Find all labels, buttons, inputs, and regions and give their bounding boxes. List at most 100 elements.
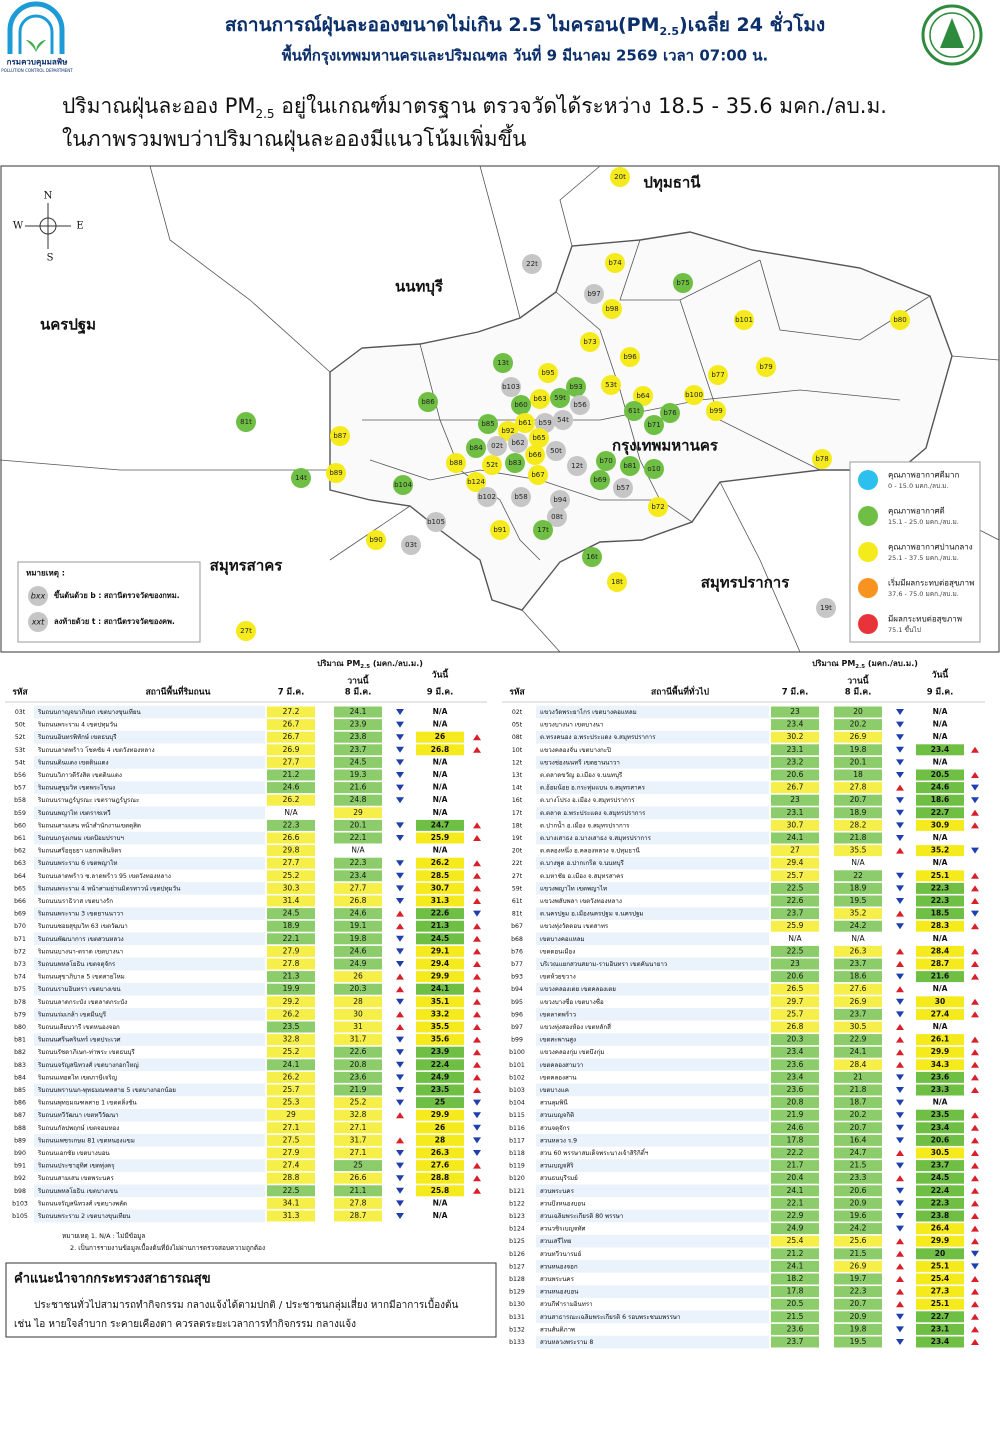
- station-marker: [566, 377, 586, 397]
- value-cell-fill: [267, 996, 315, 1008]
- value-cell-fill: [334, 769, 382, 781]
- value-cell-fill: [334, 908, 382, 920]
- value-cell: 24.1: [787, 833, 804, 842]
- station-code: b96: [511, 1011, 523, 1018]
- row-stripe: [536, 982, 769, 996]
- trend-down: [396, 1099, 404, 1106]
- station-marker: [466, 438, 486, 458]
- value-cell: 21.3: [431, 921, 450, 930]
- trend-up: [473, 1175, 481, 1182]
- value-cell-fill: [834, 1109, 882, 1121]
- value-cell-fill: [334, 819, 382, 831]
- value-cell-fill: [771, 744, 819, 756]
- trend-up: [896, 1150, 904, 1156]
- trend-up: [971, 1036, 979, 1043]
- value-cell-fill: [416, 857, 464, 869]
- station-marker: [708, 365, 728, 385]
- value-cell: 35.6: [431, 1035, 450, 1044]
- value-cell-fill: [916, 920, 964, 932]
- value-cell-fill: [916, 1185, 964, 1197]
- value-cell: 27.8: [350, 1198, 367, 1207]
- notes-box: [17, 561, 201, 643]
- trend-up: [971, 1124, 979, 1131]
- row-stripe: [34, 856, 265, 870]
- value-cell-fill: [416, 731, 464, 743]
- table-header-text: (มคก./ลบ.ม.): [865, 659, 918, 668]
- station-label: 19t: [820, 604, 832, 612]
- station-name: ริมถนนประชาอุทิศ เขตทุ่งครุ: [37, 1163, 115, 1170]
- value-cell: 26.6: [350, 1173, 367, 1182]
- value-cell-fill: [267, 895, 315, 907]
- table-header: ปริมาณ PM2.5 (มคก./ลบ.ม.): [317, 659, 423, 670]
- value-cell: 35.2: [850, 909, 867, 918]
- station-label: 22t: [526, 260, 538, 268]
- value-cell-fill: [834, 1046, 882, 1058]
- value-cell: 23.7: [850, 959, 867, 968]
- value-cell: 21.7: [787, 1161, 804, 1170]
- station-label: b74: [608, 259, 622, 267]
- value-cell-fill: [267, 845, 315, 857]
- trend-down: [396, 835, 404, 841]
- value-cell: 23.3: [931, 1085, 950, 1094]
- value-cell: 27.3: [931, 1287, 950, 1296]
- station-marker: [624, 401, 644, 421]
- value-cell-fill: [771, 1071, 819, 1083]
- value-cell-fill: [834, 895, 882, 907]
- value-cell: 23.7: [850, 1009, 867, 1018]
- value-cell-fill: [834, 1021, 882, 1033]
- station-code: b58: [14, 797, 26, 804]
- notes-code: bxx: [31, 592, 46, 601]
- bma-seal: [921, 4, 983, 66]
- station-marker: [584, 284, 604, 304]
- table-header-subscript: 2.5: [855, 664, 865, 670]
- value-cell: 22.1: [350, 833, 367, 842]
- station-name: ริมถนนเทอดไท เขตภาษีเจริญ: [37, 1073, 117, 1081]
- value-cell: 20.3: [787, 1035, 804, 1044]
- station-name: สวนหลวง ร.9: [540, 1137, 577, 1144]
- value-cell: 23.5: [431, 1085, 450, 1094]
- value-cell-fill: [416, 832, 464, 844]
- value-cell: N/A: [851, 934, 865, 943]
- trend-up: [473, 734, 481, 741]
- legend-label: มีผลกระทบต่อสุขภาพ: [888, 615, 962, 624]
- station-code: b64: [14, 873, 26, 880]
- value-cell: 19.3: [350, 770, 367, 779]
- value-cell-fill: [916, 1286, 964, 1298]
- station-name: ริมถนนพระราม 6 เขตพญาไท: [37, 859, 117, 867]
- value-cell: 18.5: [931, 909, 950, 918]
- title: สถานการณ์ฝุ่นละอองขนาดไม่เกิน 2.5 ไมครอน…: [225, 11, 825, 38]
- station-code: b63: [14, 860, 26, 867]
- value-cell-fill: [834, 1134, 882, 1146]
- value-cell: 20.7: [850, 795, 867, 804]
- station-marker: [525, 445, 545, 465]
- value-cell: 31: [353, 1022, 363, 1031]
- station-marker: [508, 433, 528, 453]
- trend-up: [473, 1087, 481, 1093]
- trend-up: [473, 973, 481, 980]
- trend-up: [473, 1024, 481, 1030]
- station-marker: [330, 426, 350, 446]
- logo-text: กรมควบคุมมลพิษ: [7, 58, 68, 68]
- trend-up: [971, 1150, 979, 1156]
- station-name: ริมถนนบางนา-ตราด เขตบางนา: [37, 948, 123, 955]
- value-cell-fill: [416, 1160, 464, 1172]
- station-name: ริมถนนลาดกระบัง เขตลาดกระบัง: [37, 999, 127, 1006]
- row-stripe: [34, 1209, 265, 1223]
- value-cell-fill: [416, 1134, 464, 1146]
- row-stripe: [536, 730, 769, 744]
- station-label: b72: [651, 503, 664, 511]
- value-cell: 25.8: [431, 1186, 450, 1195]
- value-cell: 26.8: [787, 1022, 804, 1031]
- value-cell-fill: [267, 1021, 315, 1033]
- value-cell: 24.6: [931, 783, 950, 792]
- trend-up: [971, 1061, 979, 1068]
- trend-up: [473, 948, 481, 955]
- trend-up: [971, 772, 979, 778]
- value-cell-fill: [771, 1097, 819, 1109]
- value-cell-fill: [916, 1323, 964, 1335]
- station-code: b122: [509, 1200, 525, 1207]
- value-cell-fill: [771, 845, 819, 857]
- station-marker: [890, 310, 910, 330]
- value-cell: 26.8: [350, 896, 367, 905]
- value-cell: 29: [286, 1110, 296, 1119]
